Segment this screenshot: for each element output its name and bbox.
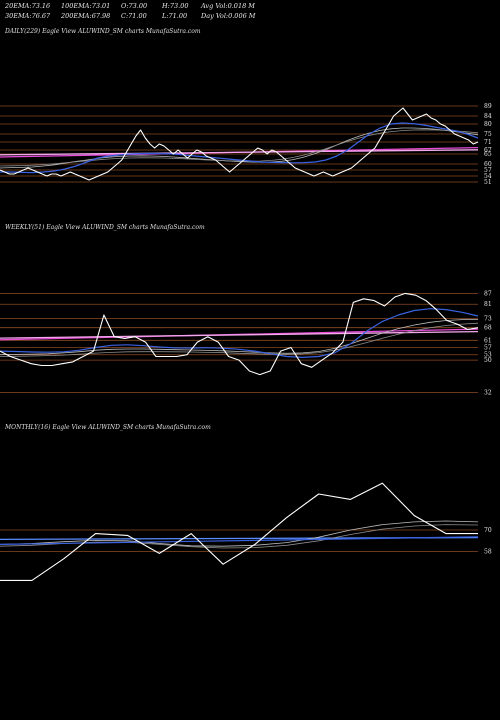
price-line <box>0 292 479 376</box>
monthly-panel-title: MONTHLY(16) Eagle View ALUWIND_SM charts… <box>5 424 211 431</box>
level-label: 58 <box>484 549 492 556</box>
level-label: 87 <box>484 290 492 297</box>
level-label: 70 <box>484 527 492 534</box>
level-label: 50 <box>484 357 492 364</box>
fast-ema-line <box>0 536 479 545</box>
header-ema200: 200EMA:67.98 <box>61 12 111 20</box>
trend-line <box>0 330 479 339</box>
header-day-vol: Day Vol:0.006 M <box>201 12 256 20</box>
header-ema20: 20EMA:73.16 <box>5 2 51 10</box>
level-label: 71 <box>484 139 492 146</box>
level-label: 89 <box>484 103 492 110</box>
header-open: O:73.00 <box>121 2 148 10</box>
price-line <box>0 482 478 581</box>
level-label: 53 <box>484 352 492 359</box>
fast-ema-line <box>0 122 479 174</box>
level-label: 54 <box>484 173 492 180</box>
level-label: 57 <box>484 345 492 352</box>
header-low: L:71.00 <box>162 12 188 20</box>
slow-ema-line <box>0 520 479 547</box>
price-line <box>0 107 479 181</box>
slow-ema-line <box>0 524 479 549</box>
header-avg-vol: Avg Vol:0.018 M <box>201 2 255 10</box>
header-high: H:73.00 <box>162 2 189 10</box>
level-label: 51 <box>484 179 492 186</box>
level-label: 75 <box>484 131 492 138</box>
slow-ema-line <box>0 127 479 169</box>
slow-ema-line <box>0 129 479 167</box>
trend-line <box>0 149 479 156</box>
level-label: 73 <box>484 316 492 323</box>
level-label: 67 <box>484 147 492 154</box>
monthly-chart: 70 58 <box>0 482 492 581</box>
slow-ema-line <box>0 319 479 356</box>
level-label: 60 <box>484 161 492 168</box>
header-close: C:71.00 <box>121 12 147 20</box>
weekly-panel-title: WEEKLY(51) Eagle View ALUWIND_SM charts … <box>5 224 205 231</box>
slow-ema-line <box>0 322 479 357</box>
level-label: 61 <box>484 337 492 344</box>
level-label: 81 <box>484 301 492 308</box>
level-label: 80 <box>484 121 492 128</box>
level-label: 65 <box>484 151 492 158</box>
daily-panel-title: DAILY(229) Eagle View ALUWIND_SM charts … <box>5 28 201 35</box>
level-label: 68 <box>484 325 492 332</box>
level-label: 84 <box>484 113 492 120</box>
header-ema100: 100EMA:73.01 <box>61 2 111 10</box>
header-ema30: 30EMA:76.67 <box>5 12 51 20</box>
level-label: 32 <box>484 390 492 397</box>
level-label: 57 <box>484 167 492 174</box>
fast-ema-line <box>0 308 479 359</box>
